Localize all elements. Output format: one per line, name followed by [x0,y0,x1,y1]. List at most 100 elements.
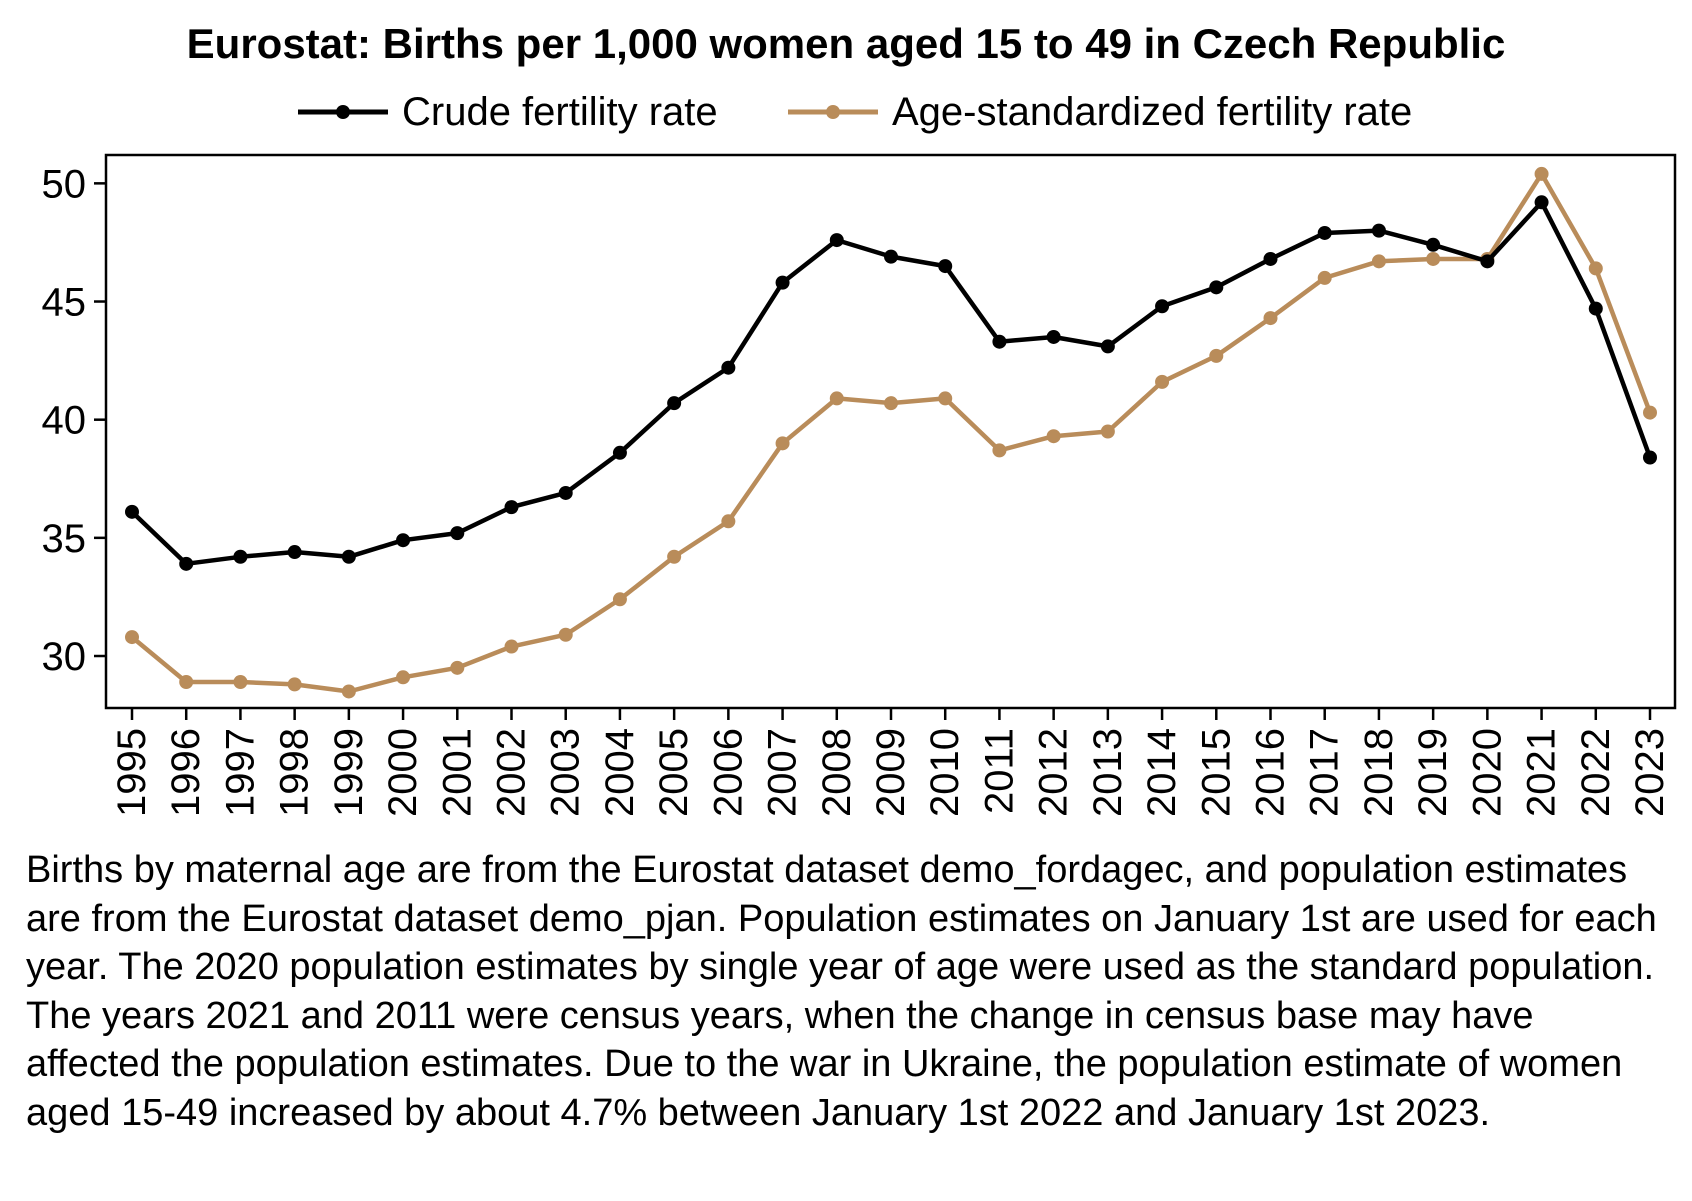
data-point-crude [1263,251,1278,266]
x-tick-label: 2016 [1249,728,1293,817]
x-tick-label: 1995 [110,728,154,817]
data-point-crude [1643,450,1657,465]
data-point-crude [775,275,790,290]
data-point-age-standardized [1426,251,1441,266]
x-tick-label: 2020 [1465,728,1509,817]
data-point-crude [504,500,519,515]
plot-frame [104,153,1677,710]
data-point-crude [721,360,736,375]
data-point-crude [558,485,573,500]
x-tick-label: 2011 [977,728,1021,814]
x-tick-label: 2007 [761,728,805,817]
data-point-crude [1371,223,1386,238]
data-point-age-standardized [1046,429,1061,444]
x-tick-label: 2010 [923,728,967,817]
x-tick-label: 2009 [869,728,913,817]
x-tick-label: 2017 [1303,728,1347,817]
data-point-crude [667,396,682,411]
x-tick-label: 2004 [598,728,642,817]
data-point-crude [992,334,1007,349]
data-point-crude [938,259,953,274]
data-point-crude [125,504,139,519]
data-point-age-standardized [1371,254,1386,269]
data-point-crude [1588,301,1603,316]
data-point-crude [612,445,627,460]
data-point-crude [1480,254,1495,269]
legend-label-crude: Crude fertility rate [402,89,718,134]
data-point-crude [1209,280,1224,295]
data-point-age-standardized [884,396,898,411]
data-point-crude [396,533,411,548]
legend-item-crude: Crude fertility rate [298,86,718,138]
x-tick-label: 1999 [327,728,371,817]
line-chart: 30 35 40 45 50 1995 1996 1997 1998 1999 2000 2001 20… [42,153,1677,817]
data-point-age-standardized [612,592,627,607]
data-point-crude [287,545,302,560]
data-point-crude [884,249,898,264]
data-point-age-standardized [1534,166,1549,181]
x-tick-label: 2006 [706,728,750,817]
y-tick-label: 40 [42,399,87,443]
data-point-crude [341,549,356,564]
x-tick-label: 2021 [1520,728,1564,817]
x-tick-label: 2013 [1086,728,1130,817]
x-tick-label: 2015 [1194,728,1238,817]
x-tick-label: 2003 [544,728,588,817]
data-point-age-standardized [829,391,844,406]
x-tick-label: 2012 [1032,728,1076,817]
chart-title: Eurostat: Births per 1,000 women aged 15… [186,20,1506,67]
x-tick-label: 2018 [1357,728,1401,817]
y-tick-label: 35 [42,517,87,561]
x-tick-label: 2000 [381,728,425,817]
data-point-age-standardized [504,639,519,654]
legend-swatch-crude [298,105,388,119]
x-tick-label: 2005 [652,728,696,817]
x-tick-label: 2001 [435,728,479,817]
data-point-crude [1534,195,1549,210]
data-point-crude [1100,339,1115,354]
data-point-age-standardized [396,670,411,685]
data-point-age-standardized [1643,405,1657,420]
x-tick-label: 2008 [815,728,859,817]
x-tick-label: 2022 [1574,728,1618,817]
data-point-age-standardized [287,677,302,692]
data-point-age-standardized [667,549,682,564]
data-point-age-standardized [341,684,356,699]
x-tick-label: 1998 [273,728,317,817]
data-point-age-standardized [938,391,953,406]
data-point-age-standardized [721,514,736,529]
y-tick-label: 45 [42,281,87,325]
x-tick-label: 1996 [164,728,208,817]
y-tick-label: 30 [42,635,87,679]
data-point-age-standardized [233,675,248,690]
y-tick-label: 50 [42,162,87,206]
footnote: Births by maternal age are from the Euro… [26,849,1657,1134]
data-point-crude [1155,299,1170,314]
data-point-crude [179,556,194,571]
legend: Crude fertility rate Age-standardized fe… [0,86,1692,138]
data-point-age-standardized [775,436,790,451]
data-point-crude [829,233,844,248]
x-tick-label: 2014 [1140,728,1184,817]
data-point-age-standardized [1263,311,1278,326]
data-point-age-standardized [125,630,139,645]
legend-item-age-standardized: Age-standardized fertility rate [788,86,1412,138]
x-tick-label: 2023 [1628,728,1672,817]
data-point-age-standardized [1100,424,1115,439]
data-point-age-standardized [450,660,465,675]
data-point-age-standardized [558,627,573,642]
data-point-age-standardized [179,675,194,690]
x-tick-label: 2019 [1411,728,1455,817]
data-point-crude [1046,329,1061,344]
x-tick-label: 1997 [218,728,262,817]
legend-swatch-age-standardized [788,105,878,119]
data-point-crude [450,526,465,541]
data-point-crude [1426,237,1441,252]
data-point-age-standardized [992,443,1007,458]
data-point-crude [1317,225,1332,240]
data-point-age-standardized [1317,270,1332,285]
data-point-age-standardized [1209,348,1224,363]
data-point-age-standardized [1155,374,1170,389]
legend-label-age-standardized: Age-standardized fertility rate [892,89,1413,134]
data-point-crude [233,549,248,564]
